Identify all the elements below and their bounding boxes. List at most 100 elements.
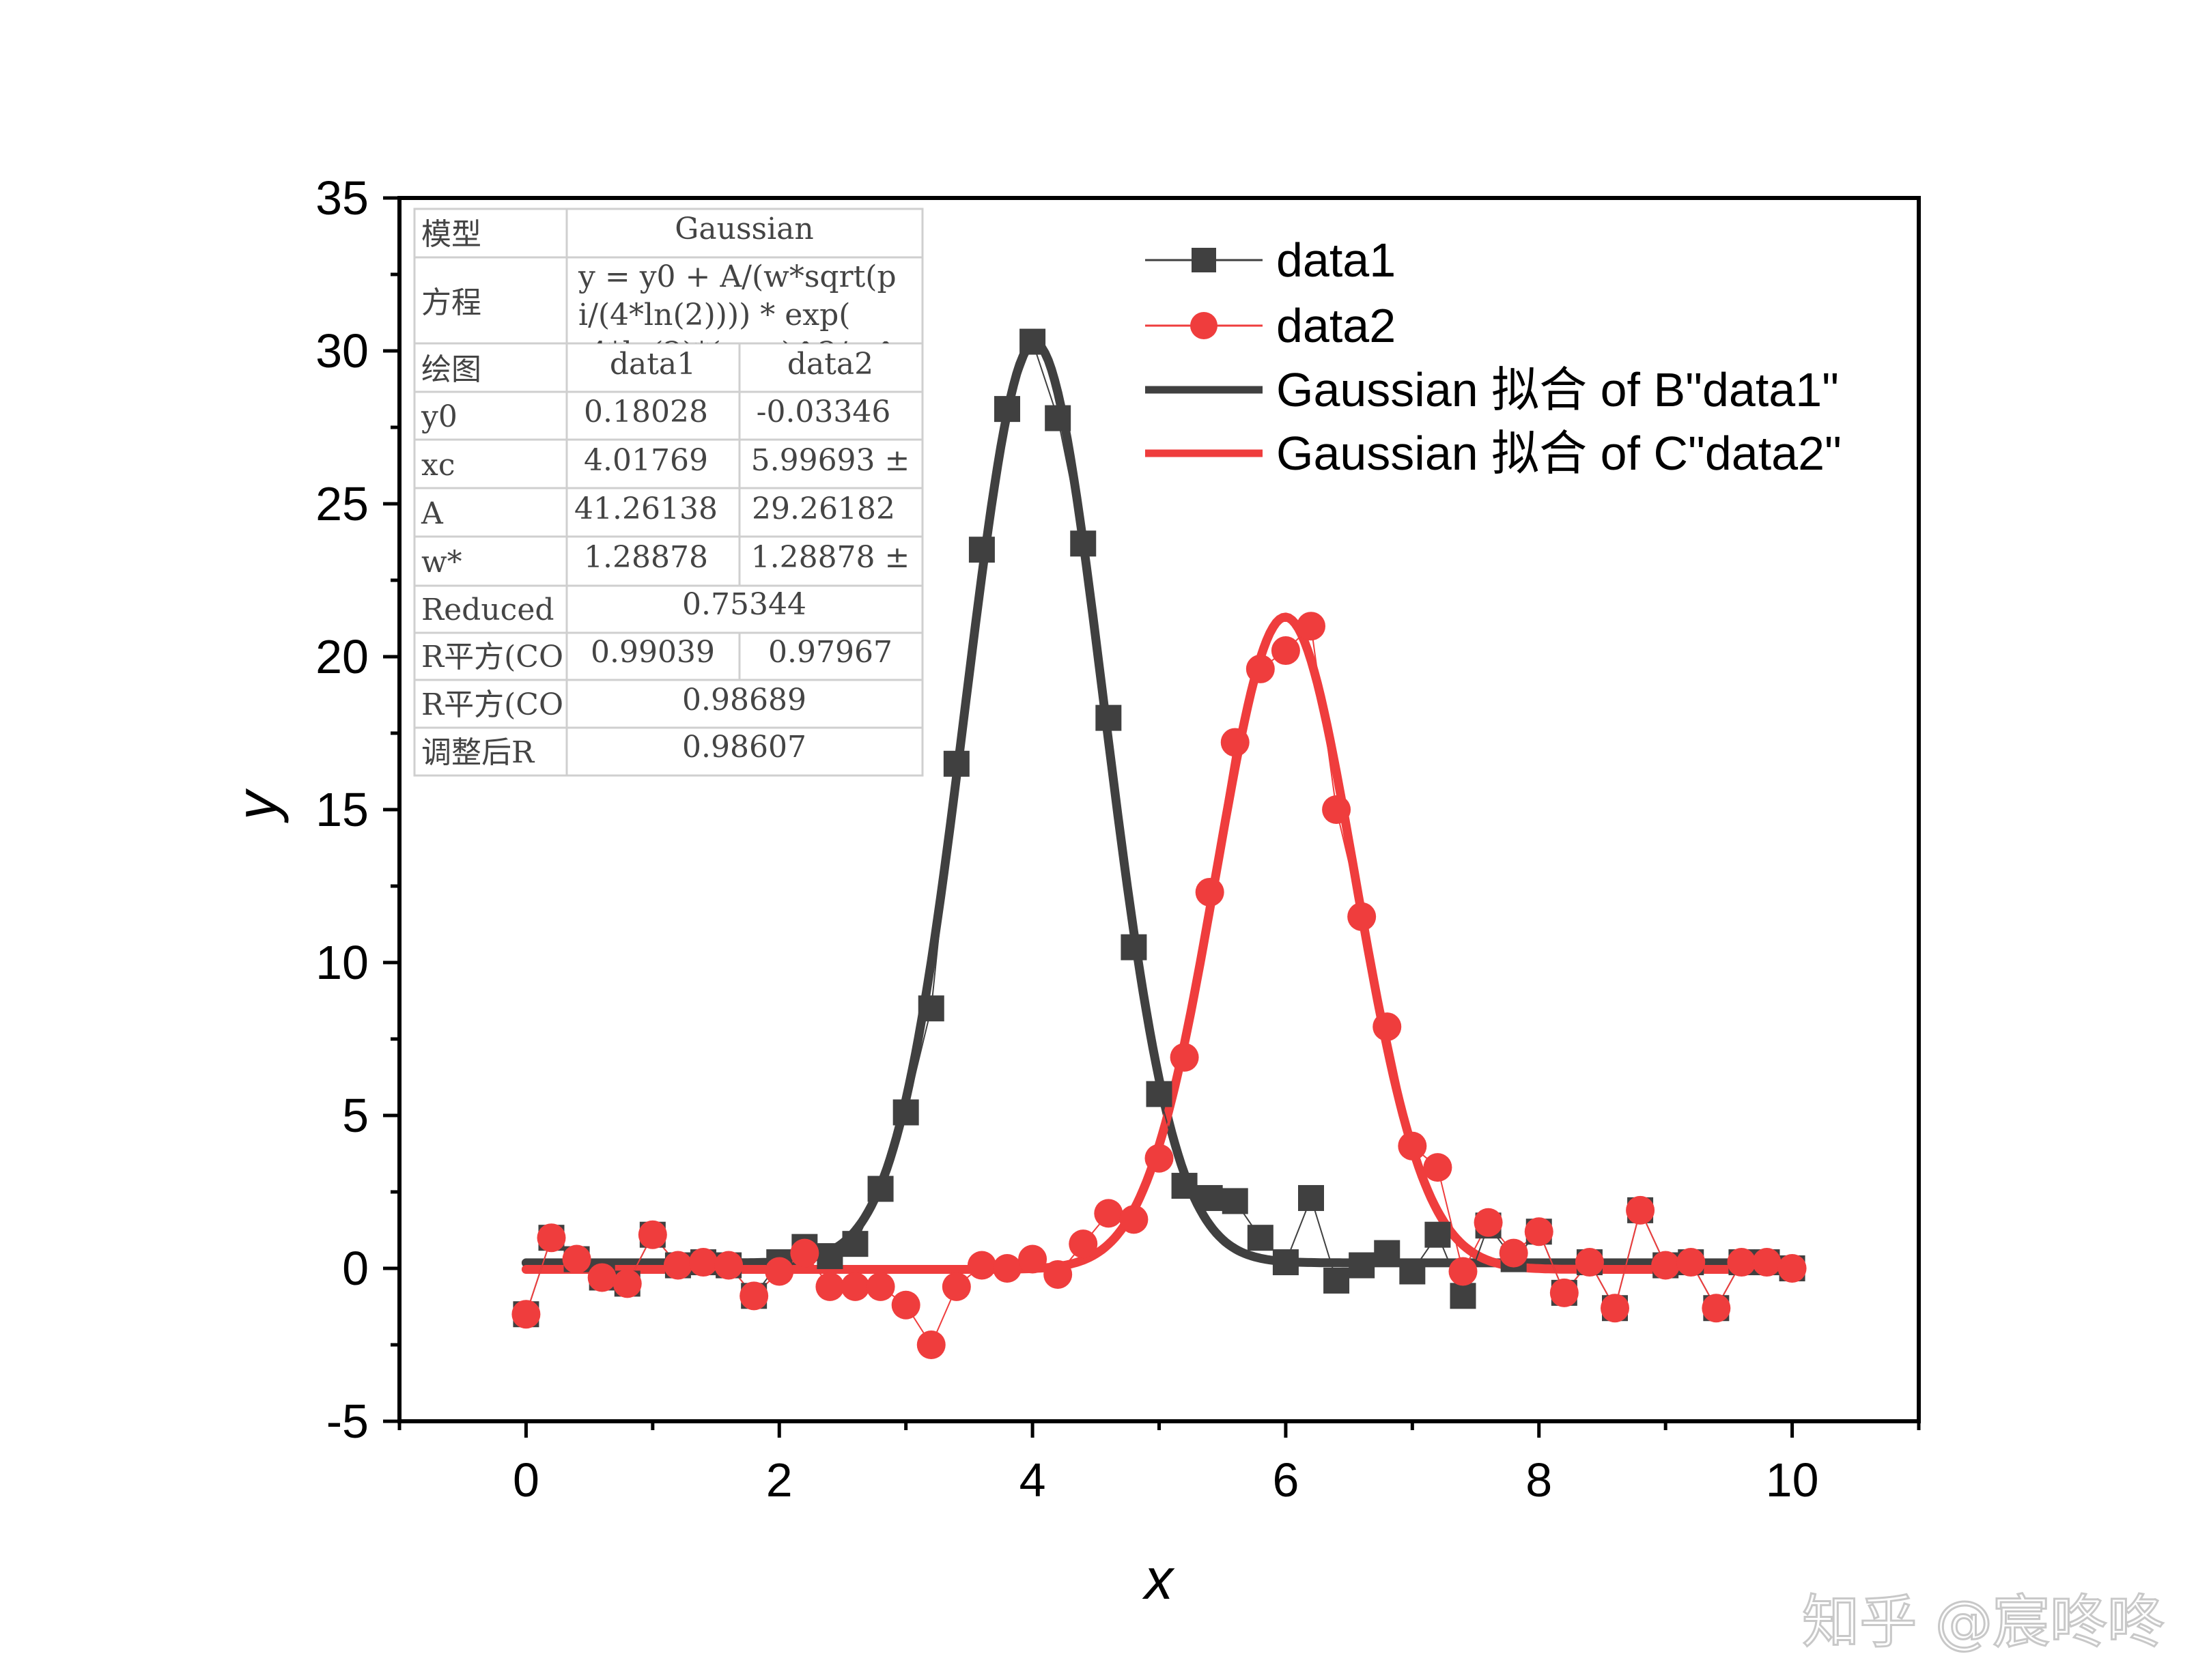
y-tick-label: 30 xyxy=(315,324,369,378)
y-tick-label: 20 xyxy=(315,630,369,683)
data2-point xyxy=(866,1272,895,1301)
data2-point xyxy=(1220,728,1250,757)
data2-point xyxy=(1601,1294,1629,1323)
legend-label-fit1: Gaussian 拟合 of B"data1" xyxy=(1276,363,1839,416)
table-reduced-label: Reduced xyxy=(421,593,554,627)
data2-point xyxy=(740,1281,769,1311)
table-xc-label: xc xyxy=(421,448,455,483)
table-r2cod-2: 0.97967 xyxy=(768,635,892,670)
data1-point xyxy=(1146,1081,1172,1107)
data1-point xyxy=(1374,1240,1400,1266)
data2-point xyxy=(537,1223,566,1253)
table-reduced-value: 0.75344 xyxy=(682,587,806,622)
data2-point xyxy=(790,1238,819,1268)
data2-point xyxy=(1474,1208,1503,1237)
data2-point xyxy=(1651,1251,1680,1280)
axis-ticks xyxy=(383,196,1921,1438)
data1-point xyxy=(1222,1188,1248,1214)
data1-point xyxy=(994,396,1020,423)
y-tick-label: 10 xyxy=(315,936,369,989)
data2-point xyxy=(1448,1257,1478,1286)
legend-label-data2: data2 xyxy=(1276,299,1396,352)
data2-point xyxy=(1170,1042,1199,1072)
legend: data1 data2 Gaussian 拟合 of B"data1" Gaus… xyxy=(1145,233,1842,480)
stats-table-grid xyxy=(414,209,923,775)
data1-point xyxy=(1171,1173,1198,1199)
table-equation-label: 方程 xyxy=(421,285,481,320)
table-y0-2: -0.03346 xyxy=(757,395,891,429)
data1-point xyxy=(1019,328,1046,355)
stats-table: 模型 Gaussian 方程 y = y0 + A/(w*sqrt(p i/(4… xyxy=(413,208,924,777)
legend-item-data1: data1 xyxy=(1145,233,1396,287)
data1-point xyxy=(1196,1184,1223,1211)
x-tick-label: 4 xyxy=(1019,1453,1046,1507)
table-model-label: 模型 xyxy=(421,217,481,252)
table-equation-line3: -4*ln(2)*(x-xc)^2/w^ xyxy=(578,336,899,371)
x-tick-label: 0 xyxy=(513,1453,539,1507)
legend-label-data1: data1 xyxy=(1276,233,1396,287)
x-tick-label: 6 xyxy=(1272,1453,1299,1507)
table-plot-col2: data2 xyxy=(787,347,873,382)
data1-point xyxy=(918,995,944,1022)
tick-labels: -5 0 5 10 15 20 25 30 35 0 2 4 6 8 10 xyxy=(315,171,1818,1507)
x-tick-label: 10 xyxy=(1766,1453,1819,1507)
data1-point xyxy=(1298,1184,1324,1211)
data2-point xyxy=(1372,1012,1402,1042)
legend-item-data2: data2 xyxy=(1145,299,1396,352)
legend-circle-marker xyxy=(1190,312,1217,339)
table-r2cod-1: 0.99039 xyxy=(591,635,715,670)
data2-point xyxy=(1727,1248,1756,1277)
y-tick-label: -5 xyxy=(326,1395,369,1448)
data2-point xyxy=(1069,1229,1098,1259)
data1-point xyxy=(943,750,970,777)
data2-point xyxy=(638,1220,667,1249)
data2-point xyxy=(1398,1131,1427,1161)
data2-point xyxy=(1094,1199,1123,1228)
data1-point xyxy=(1450,1283,1476,1309)
data1-point xyxy=(1095,704,1122,731)
table-model-value: Gaussian xyxy=(675,212,814,246)
x-tick-label: 8 xyxy=(1525,1453,1552,1507)
watermark: 知乎 @宸咚咚 xyxy=(1802,1589,2165,1655)
data1-point xyxy=(842,1231,869,1257)
y-tick-label: 5 xyxy=(342,1089,369,1142)
data2-point xyxy=(1626,1195,1655,1225)
data1-point xyxy=(817,1243,843,1270)
data1-point xyxy=(1399,1258,1426,1285)
stats-table-frame xyxy=(413,208,924,777)
data1-point xyxy=(1045,405,1071,431)
legend-item-fit2: Gaussian 拟合 of C"data2" xyxy=(1145,427,1842,480)
data2-point xyxy=(993,1254,1022,1283)
plot-frame xyxy=(397,196,1921,1423)
data2-point xyxy=(1297,612,1325,641)
data1-point xyxy=(1070,530,1097,557)
data2-point xyxy=(1271,636,1300,666)
data1-point xyxy=(1323,1267,1350,1294)
data2-point xyxy=(841,1272,870,1301)
data2-point xyxy=(511,1300,541,1329)
data2-point xyxy=(1702,1294,1731,1323)
data2-point xyxy=(1043,1259,1073,1289)
data1-point xyxy=(1121,934,1147,960)
data2-point xyxy=(1575,1248,1604,1277)
table-A-label: A xyxy=(421,496,444,531)
data1-point xyxy=(1349,1252,1375,1279)
data2-point xyxy=(891,1290,920,1320)
data2-point xyxy=(1144,1143,1174,1173)
table-w-1: 1.28878 xyxy=(584,540,708,575)
data2-point xyxy=(613,1269,642,1298)
data2-point xyxy=(1752,1248,1782,1277)
data2-point xyxy=(916,1330,946,1359)
table-y0-1: 0.18028 xyxy=(584,395,708,429)
legend-item-fit1: Gaussian 拟合 of B"data1" xyxy=(1145,363,1839,416)
data2-point xyxy=(815,1272,845,1301)
y-tick-label: 15 xyxy=(315,783,369,836)
data2-point xyxy=(1423,1153,1452,1182)
table-plot-label: 绘图 xyxy=(421,352,481,387)
y-tick-label: 0 xyxy=(342,1242,369,1295)
data2-point xyxy=(765,1257,794,1286)
data-series xyxy=(511,328,1807,1359)
table-xc-1: 4.01769 xyxy=(584,443,708,478)
data2-point xyxy=(1499,1238,1528,1268)
